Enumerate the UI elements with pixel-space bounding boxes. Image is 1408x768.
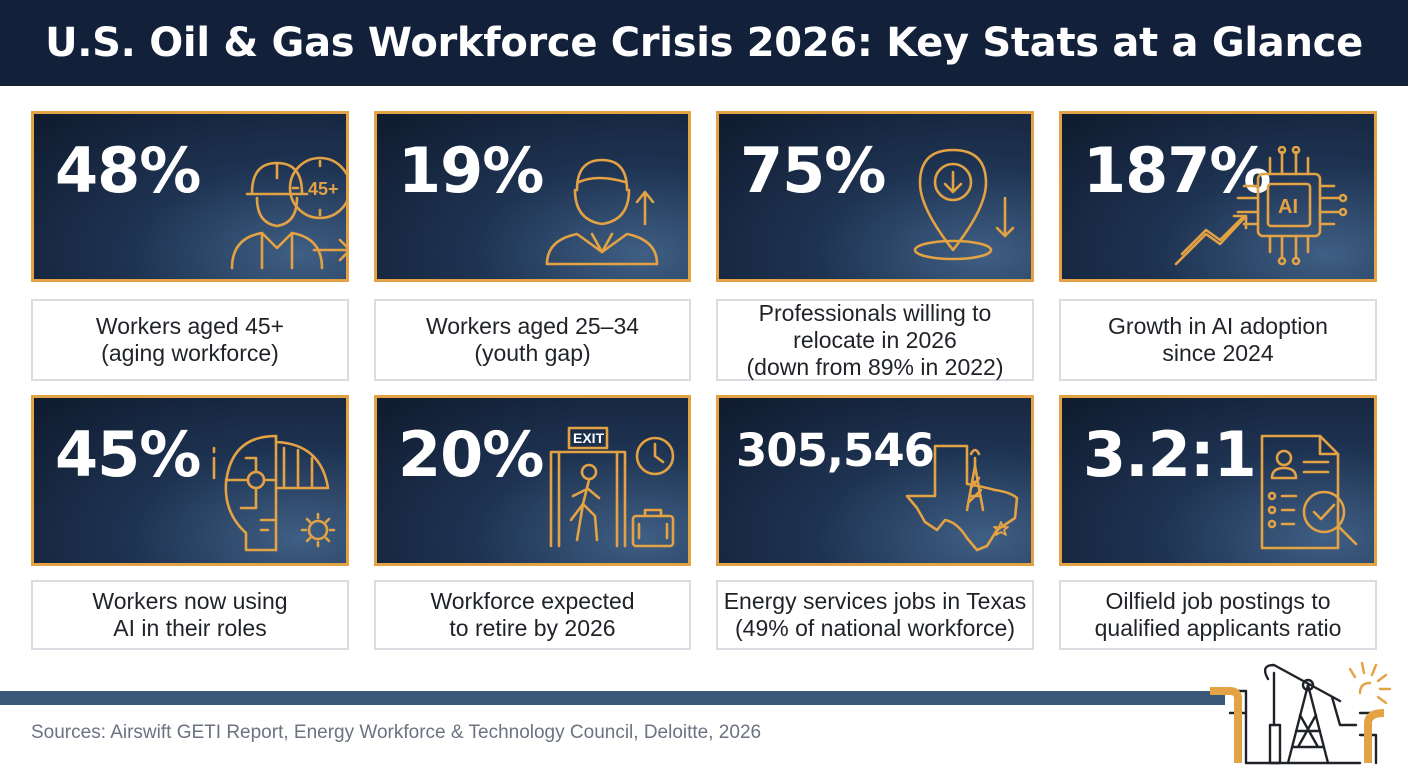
stat-label-relocate: Professionals willing to relocate in 202… bbox=[716, 299, 1034, 381]
stat-label-retire: Workforce expected to retire by 2026 bbox=[374, 580, 691, 650]
stat-card-aged-25-34: 19% bbox=[374, 111, 691, 282]
stat-value: 45% bbox=[55, 418, 201, 491]
stat-value: 305,546 bbox=[736, 424, 935, 477]
stat-label-aged-45: Workers aged 45+ (aging workforce) bbox=[31, 299, 349, 381]
stat-label-ai-growth: Growth in AI adoption since 2024 bbox=[1059, 299, 1377, 381]
stat-card-ai-growth: 187% AI bbox=[1059, 111, 1377, 282]
age-text: 45+ bbox=[308, 179, 339, 199]
ai-chip-growth-icon: AI bbox=[1174, 146, 1348, 266]
stat-card-ai-usage: 45% bbox=[31, 395, 349, 566]
page-title: U.S. Oil & Gas Workforce Crisis 2026: Ke… bbox=[45, 20, 1363, 66]
stat-card-aged-45: 48% 45+ bbox=[31, 111, 349, 282]
stat-label-text: Growth in AI adoption since 2024 bbox=[1108, 313, 1328, 366]
stat-value: 20% bbox=[398, 418, 544, 491]
stat-label-text: Oilfield job postings to qualified appli… bbox=[1094, 588, 1342, 641]
stat-label-texas-jobs: Energy services jobs in Texas (49% of na… bbox=[716, 580, 1034, 650]
stat-value: 19% bbox=[398, 134, 544, 207]
sources-text: Sources: Airswift GETI Report, Energy Wo… bbox=[31, 722, 762, 743]
stat-card-ratio: 3.2:1 bbox=[1059, 395, 1377, 566]
header-bar: U.S. Oil & Gas Workforce Crisis 2026: Ke… bbox=[0, 0, 1408, 86]
aging-worker-icon: 45+ bbox=[230, 156, 346, 270]
stat-label-text: Workers now using AI in their roles bbox=[92, 588, 288, 641]
footer-rule bbox=[0, 691, 1225, 705]
ai-head-helmet-icon bbox=[212, 434, 336, 552]
young-worker-up-arrow-icon bbox=[545, 158, 659, 266]
stat-label-text: Professionals willing to relocate in 202… bbox=[746, 299, 1004, 380]
stat-value: 187% bbox=[1083, 134, 1272, 207]
stat-card-retire: 20% EXIT bbox=[374, 395, 691, 566]
stat-value: 75% bbox=[740, 134, 886, 207]
stat-label-ai-usage: Workers now using AI in their roles bbox=[31, 580, 349, 650]
stat-label-text: Workers aged 45+ (aging workforce) bbox=[95, 313, 285, 366]
exit-door-retire-icon: EXIT bbox=[549, 426, 675, 548]
stat-label-aged-25-34: Workers aged 25–34 (youth gap) bbox=[374, 299, 691, 381]
location-pin-down-icon bbox=[913, 148, 1015, 261]
exit-sign-text: EXIT bbox=[573, 430, 605, 446]
stat-label-ratio: Oilfield job postings to qualified appli… bbox=[1059, 580, 1377, 650]
stat-label-text: Workers aged 25–34 (youth gap) bbox=[425, 313, 640, 366]
ai-text: AI bbox=[1278, 196, 1298, 218]
stat-card-relocate: 75% bbox=[716, 111, 1034, 282]
pumpjack-icon bbox=[1210, 661, 1392, 765]
resume-magnifier-icon bbox=[1260, 434, 1358, 550]
stat-value: 48% bbox=[55, 134, 201, 207]
stat-label-text: Energy services jobs in Texas (49% of na… bbox=[723, 588, 1027, 641]
stat-label-text: Workforce expected to retire by 2026 bbox=[430, 588, 635, 641]
stat-value: 3.2:1 bbox=[1083, 418, 1257, 491]
stat-card-texas-jobs: 305,546 bbox=[716, 395, 1034, 566]
texas-oil-derrick-icon bbox=[905, 444, 1019, 552]
